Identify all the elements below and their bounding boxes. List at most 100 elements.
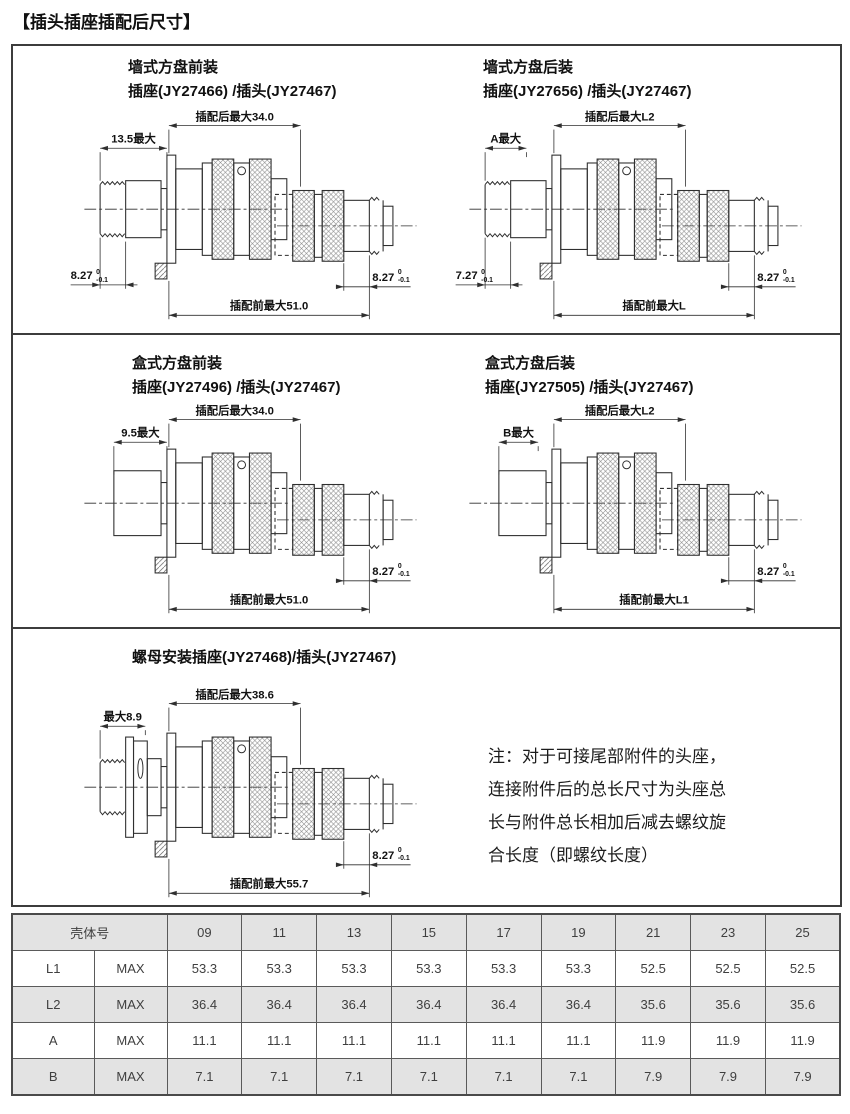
dim-right-tol-lo: -0.1: [783, 571, 795, 578]
table-cell: 11.1: [465, 1022, 542, 1059]
dim-mated-length: 插配后最大34.0: [195, 404, 273, 418]
table-cell: 25: [764, 913, 841, 951]
dim-right-tol-lo: -0.1: [398, 277, 410, 284]
table-cell: 35.6: [615, 986, 692, 1023]
dim-right-value: 8.27: [372, 272, 394, 284]
dim-left-tol-hi: 0: [96, 269, 100, 276]
table-cell: 53.3: [241, 950, 318, 987]
diagram-title-wall-rear: 墙式方盘后装 插座(JY27656) /插头(JY27467): [483, 56, 691, 104]
table-cell: 7.1: [465, 1058, 542, 1096]
dim-right-tol-hi: 0: [398, 847, 402, 854]
table-cell: 11.1: [241, 1022, 318, 1059]
dim-left-tol-lo: -0.1: [481, 277, 493, 284]
table-cell: L2: [11, 986, 95, 1023]
footnote-line: 长与附件总长相加后减去螺纹旋: [488, 813, 726, 832]
table-cell: 11.9: [615, 1022, 692, 1059]
footnote-line: 注：对于可接尾部附件的头座，: [488, 747, 726, 766]
table-cell: 11.1: [166, 1022, 243, 1059]
table-cell: 52.5: [764, 950, 841, 987]
table-cell: 35.6: [690, 986, 766, 1023]
table-cell: 53.3: [390, 950, 467, 987]
table-cell: MAX: [93, 1058, 168, 1096]
dim-mated-length: 插配后最大L2: [585, 110, 655, 124]
table-row: B MAX 7.1 7.1 7.1 7.1 7.1 7.1 7.9 7.9 7.9: [11, 1058, 841, 1096]
table-cell: 19: [540, 913, 617, 951]
section-divider-1: [13, 333, 840, 335]
dimension-table-body: 壳体号 09 11 13 15 17 19 21 23 25 L1 MAX 53.3 53.3 53.3 53…: [11, 913, 841, 1096]
table-cell: 7.1: [166, 1058, 243, 1096]
table-cell: 53.3: [316, 950, 392, 987]
diagram-title-line2: 插座(JY27505) /插头(JY27467): [485, 379, 694, 396]
diagram-title-box-front: 盒式方盘前装 插座(JY27496) /插头(JY27467): [132, 352, 340, 400]
table-row: L1 MAX 53.3 53.3 53.3 53.3 53.3 53.3 52.5 52.5 52.…: [11, 950, 841, 987]
table-cell: 7.1: [390, 1058, 467, 1096]
dim-left-tol-lo: -0.1: [96, 277, 108, 284]
dim-left-value: 7.27: [456, 270, 478, 282]
table-cell: 7.9: [690, 1058, 766, 1096]
table-cell: A: [11, 1022, 95, 1059]
table-cell: 36.4: [465, 986, 542, 1023]
table-cell: 09: [166, 913, 243, 951]
dimension-table: 壳体号 09 11 13 15 17 19 21 23 25 L1 MAX 53.3 53.3 53.3 53…: [11, 913, 842, 1096]
table-cell: 7.1: [540, 1058, 617, 1096]
table-cell: 13: [316, 913, 392, 951]
dim-right-tol-hi: 0: [398, 563, 402, 570]
dim-right-tol-hi: 0: [783, 563, 787, 570]
dim-flange-protrusion: 最大8.9: [104, 709, 142, 723]
dim-unmated-length: 插配前最大51.0: [230, 592, 308, 606]
table-cell: 11.1: [316, 1022, 392, 1059]
table-cell: 52.5: [615, 950, 692, 987]
table-header-row: 壳体号 09 11 13 15 17 19 21 23 25: [11, 913, 841, 951]
table-cell: 36.4: [316, 986, 392, 1023]
diagram-title-line2: 插座(JY27496) /插头(JY27467): [132, 379, 341, 396]
table-cell: B: [11, 1058, 95, 1096]
dim-left-tol-hi: 0: [481, 269, 485, 276]
dim-unmated-length: 插配前最大51.0: [230, 298, 308, 312]
table-cell: 35.6: [764, 986, 841, 1023]
dim-right-tol-lo: -0.1: [783, 277, 795, 284]
table-cell: 52.5: [690, 950, 766, 987]
diagram-title-line1: 墙式方盘后装: [483, 59, 574, 76]
dim-flange-protrusion: 13.5最大: [111, 131, 156, 145]
table-cell: 15: [390, 913, 467, 951]
dim-unmated-length: 插配前最大L1: [619, 592, 689, 606]
table-cell: 21: [615, 913, 692, 951]
dim-right-value: 8.27: [372, 850, 394, 862]
diagram-title-line1: 墙式方盘前装: [128, 59, 219, 76]
dim-right-tol-lo: -0.1: [398, 571, 410, 578]
table-cell: 17: [465, 913, 542, 951]
table-cell: 11: [241, 913, 318, 951]
table-cell: MAX: [93, 1022, 168, 1059]
footnote-line: 合长度（即螺纹长度）: [488, 846, 658, 865]
table-cell: 7.1: [241, 1058, 318, 1096]
table-cell: 23: [690, 913, 766, 951]
diagram-nut-mount: 插配后最大38.6 最大8.9 8.27 0-0.1 插配前最大55.7: [84, 688, 417, 898]
table-cell: 11.9: [690, 1022, 766, 1059]
table-cell: 36.4: [166, 986, 243, 1023]
table-cell: 7.9: [615, 1058, 692, 1096]
table-cell: 壳体号: [11, 913, 168, 951]
diagram-box-rear: 插配后最大L2 B最大 8.27 0-0.1 插配前最大L1: [469, 404, 802, 614]
table-cell: 7.1: [316, 1058, 392, 1096]
dim-flange-protrusion: B最大: [503, 425, 534, 439]
dim-right-tol-hi: 0: [783, 269, 787, 276]
dim-right-tol-lo: -0.1: [398, 855, 410, 862]
table-cell: L1: [11, 950, 95, 987]
diagram-title-line1: 螺母安装插座(JY27468)/插头(JY27467): [132, 649, 397, 666]
table-cell: 53.3: [540, 950, 617, 987]
diagram-title-wall-front: 墙式方盘前装 插座(JY27466) /插头(JY27467): [128, 56, 336, 104]
table-cell: 53.3: [465, 950, 542, 987]
table-cell: 7.9: [764, 1058, 841, 1096]
dim-right-value: 8.27: [757, 566, 779, 578]
dim-mated-length: 插配后最大38.6: [195, 688, 273, 702]
diagram-title-line2: 插座(JY27466) /插头(JY27467): [128, 83, 337, 100]
dim-right-value: 8.27: [372, 566, 394, 578]
table-cell: MAX: [93, 950, 168, 987]
diagram-title-nut-mount: 螺母安装插座(JY27468)/插头(JY27467): [132, 646, 396, 670]
table-cell: 36.4: [540, 986, 617, 1023]
table-cell: 36.4: [241, 986, 318, 1023]
table-cell: 11.9: [764, 1022, 841, 1059]
diagram-title-box-rear: 盒式方盘后装 插座(JY27505) /插头(JY27467): [485, 352, 693, 400]
